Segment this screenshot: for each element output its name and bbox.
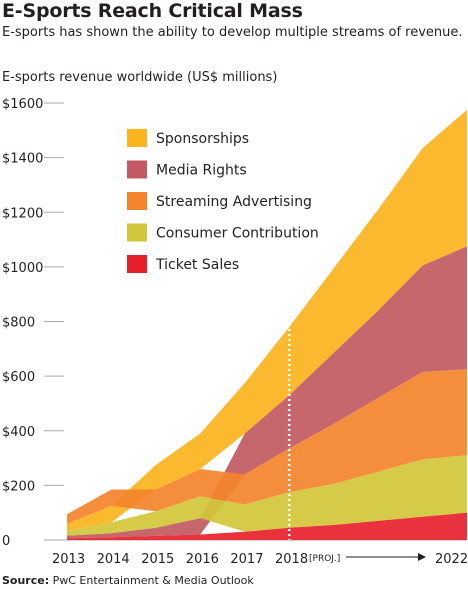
legend-swatch-ticket-sales [127, 255, 147, 273]
x-tick-label-2018: 2018 [275, 552, 308, 567]
area-consumer-contribution [67, 455, 467, 536]
source-note: Source: PwC Entertainment & Media Outloo… [2, 574, 254, 587]
legend-label-streaming-advertising: Streaming Advertising [156, 194, 312, 210]
chart-subtitle: E-sports has shown the ability to develo… [2, 25, 463, 40]
legend-swatch-streaming-advertising [127, 192, 147, 210]
legend-label-sponsorships: Sponsorships [156, 131, 249, 147]
x-tick-label-2022: 2022 [435, 552, 468, 567]
y-tick-label-400: $400 [2, 425, 35, 440]
y-tick-label-800: $800 [2, 316, 35, 331]
y-tick-label-1200: $1200 [2, 206, 43, 221]
area-ticket-sales [67, 512, 467, 540]
projection-label: [PROJ.] [309, 554, 340, 564]
y-tick-label-1400: $1400 [2, 152, 43, 167]
projection-arrow-head [418, 553, 426, 561]
source-text: PwC Entertainment & Media Outlook [52, 574, 254, 587]
y-tick-labels: 0 $200 $400 $600 $800 $1000 $1200 $1400 $1600 [2, 97, 43, 549]
x-tick-labels: 2013 2014 2015 2016 2017 2018 2022 [PROJ.] [52, 552, 468, 567]
legend-label-consumer-contribution: Consumer Contribution [156, 226, 319, 242]
area-streaming-advertising [67, 369, 467, 524]
legend: Sponsorships Media Rights Streaming Advert… [127, 129, 319, 273]
chart-title: E-Sports Reach Critical Mass [2, 0, 303, 22]
y-tick-label-1600: $1600 [2, 97, 43, 112]
x-tick-label-2015: 2015 [141, 552, 174, 567]
y-tick-label-200: $200 [2, 479, 35, 494]
legend-swatch-sponsorships [127, 129, 147, 147]
area-layers [67, 109, 467, 540]
y-tick-label-0: 0 [2, 534, 10, 549]
x-tick-label-2016: 2016 [186, 552, 219, 567]
y-tick-label-1000: $1000 [2, 261, 43, 276]
area-media-rights [67, 246, 467, 539]
x-tick-label-2017: 2017 [230, 552, 263, 567]
x-tick-label-2013: 2013 [52, 552, 85, 567]
legend-label-ticket-sales: Ticket Sales [155, 257, 239, 273]
area-sponsorships [67, 109, 467, 531]
y-axis-title: E-sports revenue worldwide (US$ millions… [2, 70, 278, 85]
legend-swatch-consumer-contribution [127, 223, 147, 242]
source-label: Source: [2, 574, 50, 587]
legend-label-media-rights: Media Rights [156, 163, 247, 179]
legend-swatch-media-rights [127, 160, 147, 179]
x-tick-label-2014: 2014 [97, 552, 130, 567]
y-tick-label-600: $600 [2, 370, 35, 385]
